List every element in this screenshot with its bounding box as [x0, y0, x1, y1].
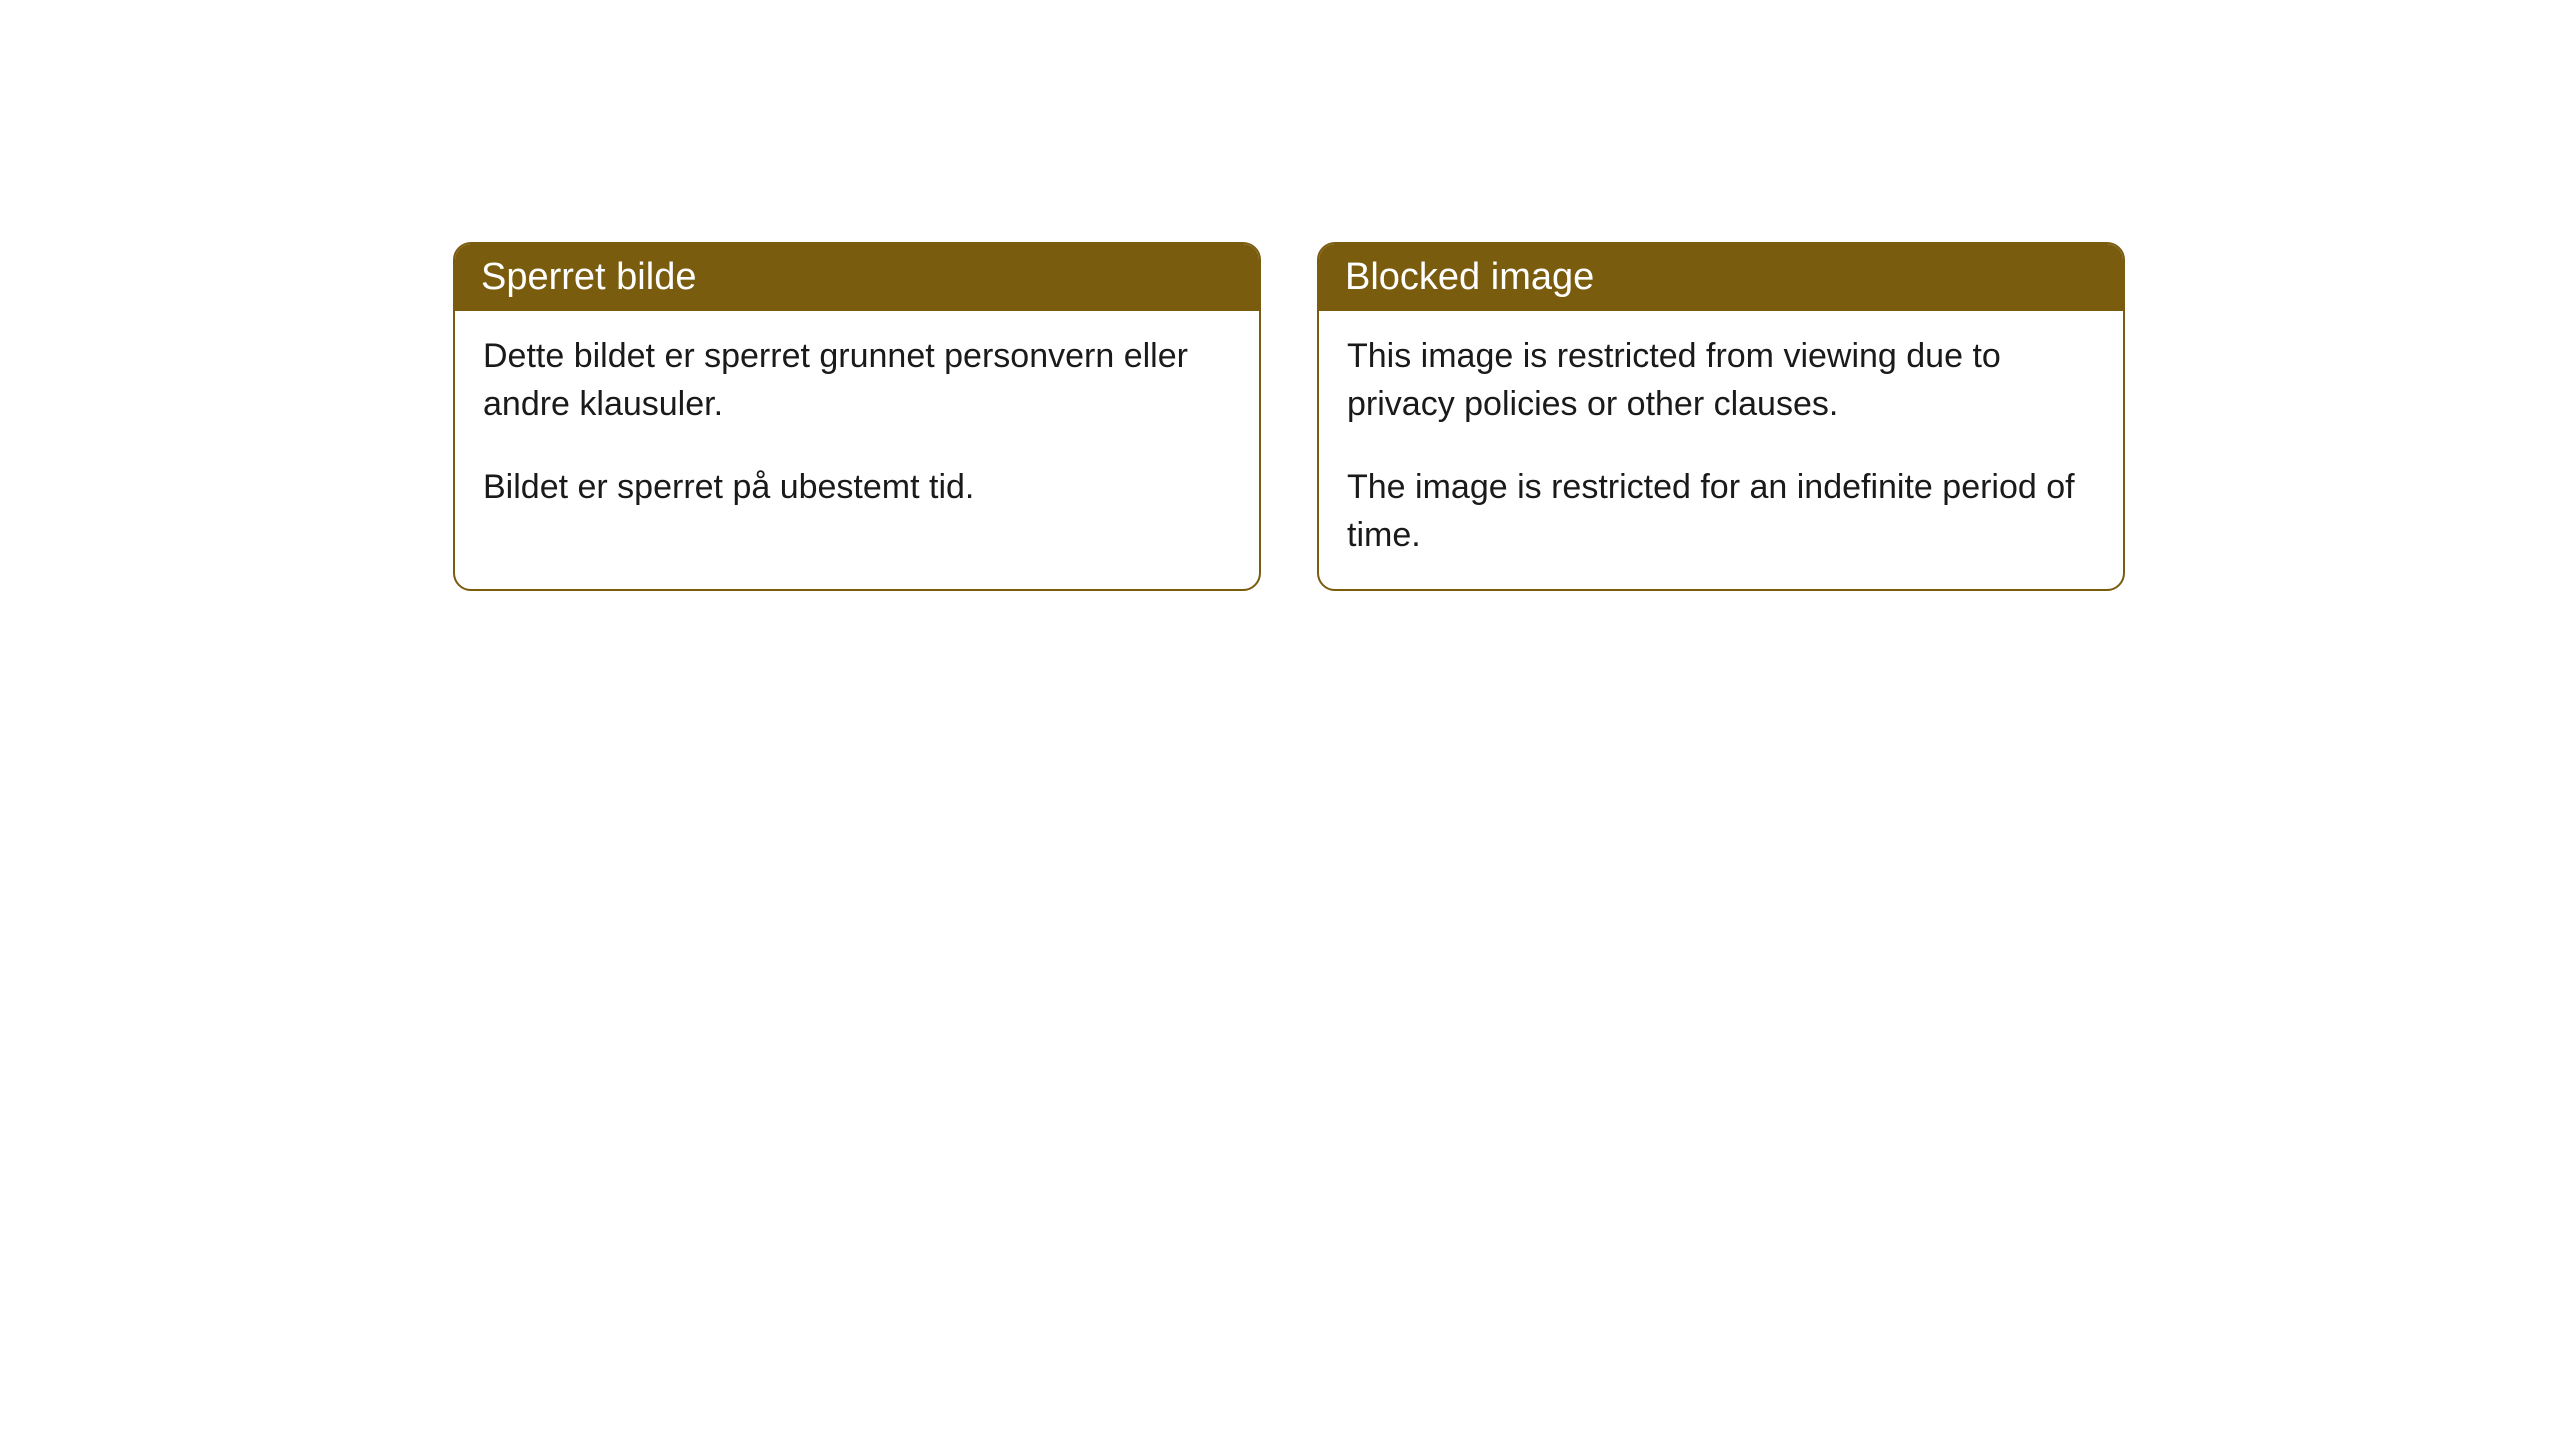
card-body: Dette bildet er sperret grunnet personve… [455, 311, 1259, 542]
cards-container: Sperret bilde Dette bildet er sperret gr… [453, 242, 2125, 591]
card-header: Blocked image [1319, 244, 2123, 311]
card-paragraph: The image is restricted for an indefinit… [1347, 464, 2095, 559]
card-paragraph: This image is restricted from viewing du… [1347, 333, 2095, 428]
blocked-image-card-norwegian: Sperret bilde Dette bildet er sperret gr… [453, 242, 1261, 591]
card-paragraph: Bildet er sperret på ubestemt tid. [483, 464, 1231, 512]
card-header: Sperret bilde [455, 244, 1259, 311]
card-body: This image is restricted from viewing du… [1319, 311, 2123, 589]
card-paragraph: Dette bildet er sperret grunnet personve… [483, 333, 1231, 428]
blocked-image-card-english: Blocked image This image is restricted f… [1317, 242, 2125, 591]
